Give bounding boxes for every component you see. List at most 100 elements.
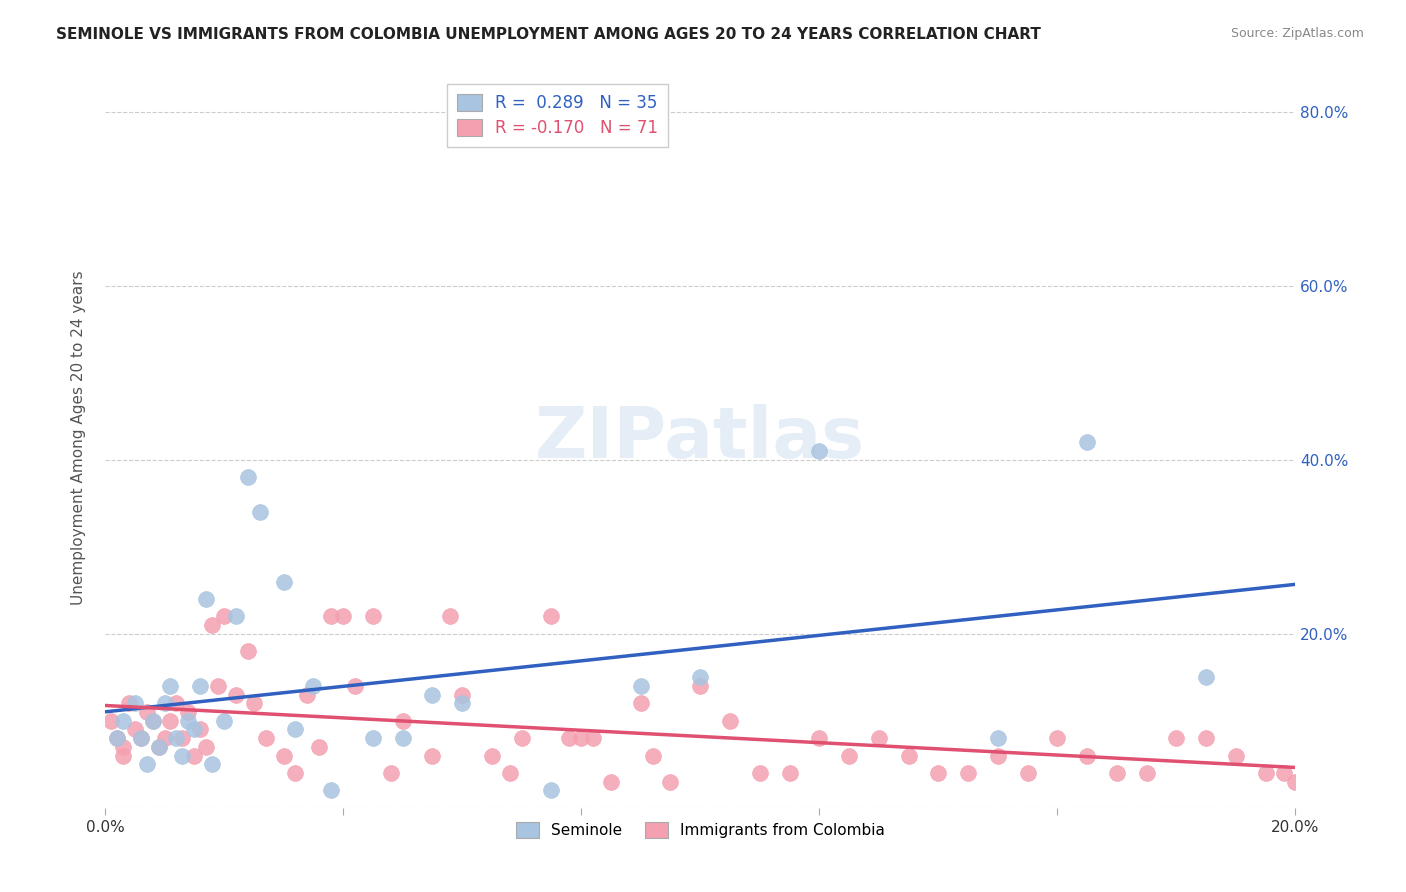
Point	[987, 748, 1010, 763]
Point	[148, 739, 170, 754]
Point	[142, 714, 165, 728]
Text: SEMINOLE VS IMMIGRANTS FROM COLOMBIA UNEMPLOYMENT AMONG AGES 20 TO 24 YEARS CORR: SEMINOLE VS IMMIGRANTS FROM COLOMBIA UNE…	[56, 27, 1040, 42]
Point	[1195, 670, 1218, 684]
Point	[897, 748, 920, 763]
Point	[105, 731, 128, 746]
Point	[177, 714, 200, 728]
Point	[273, 748, 295, 763]
Point	[148, 739, 170, 754]
Point	[343, 679, 366, 693]
Point	[1105, 766, 1128, 780]
Point	[1076, 435, 1098, 450]
Point	[201, 618, 224, 632]
Point	[1272, 766, 1295, 780]
Point	[207, 679, 229, 693]
Point	[201, 757, 224, 772]
Point	[540, 609, 562, 624]
Point	[236, 470, 259, 484]
Point	[273, 574, 295, 589]
Point	[159, 679, 181, 693]
Legend: Seminole, Immigrants from Colombia: Seminole, Immigrants from Colombia	[509, 816, 891, 845]
Point	[153, 697, 176, 711]
Point	[165, 697, 187, 711]
Point	[118, 697, 141, 711]
Point	[142, 714, 165, 728]
Point	[718, 714, 741, 728]
Point	[177, 705, 200, 719]
Point	[111, 714, 134, 728]
Point	[1046, 731, 1069, 746]
Point	[1225, 748, 1247, 763]
Point	[361, 731, 384, 746]
Point	[600, 774, 623, 789]
Point	[297, 688, 319, 702]
Point	[159, 714, 181, 728]
Point	[1017, 766, 1039, 780]
Point	[129, 731, 152, 746]
Point	[451, 697, 474, 711]
Point	[1195, 731, 1218, 746]
Point	[808, 731, 831, 746]
Point	[1284, 774, 1306, 789]
Point	[111, 739, 134, 754]
Point	[1254, 766, 1277, 780]
Point	[1136, 766, 1159, 780]
Point	[838, 748, 860, 763]
Point	[165, 731, 187, 746]
Point	[124, 697, 146, 711]
Point	[499, 766, 522, 780]
Point	[630, 679, 652, 693]
Point	[1076, 748, 1098, 763]
Point	[243, 697, 266, 711]
Point	[105, 731, 128, 746]
Point	[659, 774, 682, 789]
Point	[569, 731, 592, 746]
Point	[380, 766, 402, 780]
Point	[808, 444, 831, 458]
Point	[868, 731, 890, 746]
Point	[927, 766, 949, 780]
Point	[129, 731, 152, 746]
Point	[957, 766, 980, 780]
Point	[558, 731, 581, 746]
Point	[124, 723, 146, 737]
Point	[321, 783, 343, 797]
Point	[641, 748, 664, 763]
Point	[212, 609, 235, 624]
Point	[391, 714, 413, 728]
Point	[582, 731, 605, 746]
Y-axis label: Unemployment Among Ages 20 to 24 years: Unemployment Among Ages 20 to 24 years	[72, 271, 86, 606]
Point	[481, 748, 503, 763]
Point	[422, 748, 444, 763]
Point	[422, 688, 444, 702]
Point	[779, 766, 801, 780]
Text: ZIPatlas: ZIPatlas	[536, 404, 865, 473]
Point	[183, 748, 205, 763]
Point	[308, 739, 330, 754]
Point	[748, 766, 770, 780]
Point	[172, 731, 194, 746]
Point	[689, 679, 711, 693]
Point	[153, 731, 176, 746]
Point	[361, 609, 384, 624]
Point	[183, 723, 205, 737]
Point	[987, 731, 1010, 746]
Point	[212, 714, 235, 728]
Point	[391, 731, 413, 746]
Point	[188, 723, 211, 737]
Point	[195, 739, 218, 754]
Point	[1166, 731, 1188, 746]
Point	[225, 688, 247, 702]
Point	[225, 609, 247, 624]
Point	[451, 688, 474, 702]
Point	[188, 679, 211, 693]
Point	[439, 609, 461, 624]
Point	[689, 670, 711, 684]
Point	[321, 609, 343, 624]
Point	[630, 697, 652, 711]
Point	[249, 505, 271, 519]
Point	[284, 723, 307, 737]
Point	[195, 592, 218, 607]
Point	[111, 748, 134, 763]
Point	[236, 644, 259, 658]
